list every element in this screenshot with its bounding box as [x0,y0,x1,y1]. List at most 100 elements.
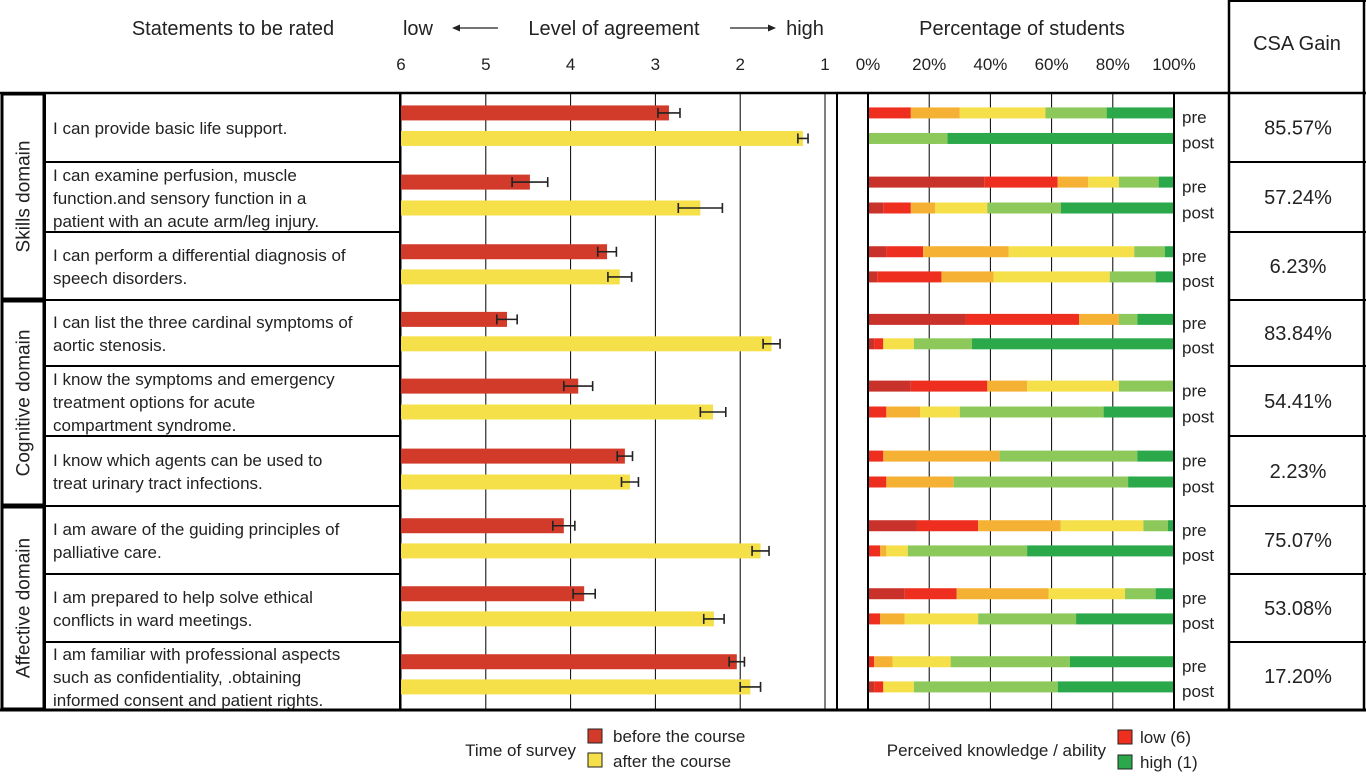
stack-post-2-level-5 [883,202,911,214]
bar-after-3 [401,269,620,285]
tick-right-60: 60% [1035,55,1069,74]
csa-gain-8: 53.08% [1264,598,1332,620]
stack-pre-2-level-4 [1057,176,1089,188]
csa-gain-6: 2.23% [1270,461,1327,483]
stack-post-6-level-2 [953,476,1129,488]
domain-label-1: Skills domain [14,141,35,253]
stack-pre-2-level-2 [1118,176,1159,188]
stack-post-4-level-6 [868,338,875,350]
bar-after-7 [401,543,761,559]
stack-post-6-level-4 [886,476,954,488]
bar-before-8 [401,586,585,602]
stack-pre-7-level-6 [868,520,917,532]
post-label-9: post [1182,682,1214,701]
tick-right-0: 0% [856,55,881,74]
tick-left-4: 4 [566,55,575,74]
bar-after-8 [401,611,714,627]
stack-pre-8-level-6 [868,588,905,600]
stack-pre-9-level-5 [868,656,875,668]
stack-post-5-level-4 [886,406,921,418]
stack-pre-6-level-1 [1137,450,1174,462]
header-percentage-of-students: Percentage of students [919,18,1125,40]
bar-after-6 [401,474,630,490]
stack-pre-5-level-6 [868,380,911,392]
stack-pre-9-level-2 [950,656,1070,668]
stack-pre-8-level-1 [1155,588,1174,600]
statement-line: informed consent and patient rights. [53,690,324,710]
statement-4: I can list the three cardinal symptoms o… [53,311,398,357]
stack-pre-1-level-2 [1045,107,1107,119]
stack-post-3-level-4 [941,271,994,283]
legend-high-label: high (1) [1140,753,1198,772]
legend-low-label: low (6) [1140,728,1191,747]
stack-post-6-level-5 [868,476,887,488]
tick-right-20: 20% [912,55,946,74]
stack-post-2-level-4 [910,202,936,214]
stack-post-9-level-6 [868,681,875,693]
stack-pre-8-level-4 [956,588,1049,600]
stack-pre-7-level-1 [1167,520,1174,532]
header-low: low [403,18,434,40]
post-label-4: post [1182,339,1214,358]
post-label-8: post [1182,614,1214,633]
stack-post-3-level-3 [993,271,1110,283]
tick-left-2: 2 [735,55,744,74]
stack-post-3-level-2 [1109,271,1156,283]
tick-left-6: 6 [396,55,405,74]
bar-after-9 [401,679,751,695]
stack-pre-3-level-2 [1134,246,1165,258]
header-level-of-agreement: Level of agreement [528,18,700,40]
csa-gain-5: 54.41% [1264,391,1332,413]
stack-post-2-level-2 [987,202,1061,214]
bar-before-2 [401,174,530,190]
legend-perceived-title: Perceived knowledge / ability [887,741,1107,760]
stack-pre-5-level-5 [910,380,988,392]
post-label-6: post [1182,477,1214,496]
stack-post-8-level-4 [880,613,905,625]
stack-pre-4-level-1 [1137,313,1174,325]
stack-pre-7-level-4 [978,520,1061,532]
arrow-left-head [452,24,460,32]
stack-post-4-level-3 [883,338,914,350]
arrow-right-head [768,24,776,32]
stack-post-6-level-1 [1128,476,1174,488]
header-high: high [786,18,824,40]
stack-post-7-level-3 [886,545,908,557]
post-label-1: post [1182,134,1214,153]
stack-pre-1-level-1 [1106,107,1174,119]
stack-pre-1-level-5 [868,107,911,119]
legend-after-swatch [587,752,603,768]
stack-pre-3-level-1 [1164,246,1174,258]
tick-left-3: 3 [651,55,660,74]
statement-line: function.and sensory function in a [53,188,307,208]
bar-after-1 [401,130,803,146]
pre-label-6: pre [1182,452,1207,471]
stack-pre-7-level-5 [916,520,979,532]
stack-post-9-level-3 [883,681,914,693]
stack-pre-4-level-6 [868,313,966,325]
pre-label-2: pre [1182,178,1207,197]
legend-time-title: Time of survey [465,741,576,760]
stack-post-5-level-3 [920,406,960,418]
pre-label-3: pre [1182,247,1207,266]
legend-low-swatch [1117,729,1133,745]
csa-gain-4: 83.84% [1264,323,1332,345]
stack-pre-1-level-4 [910,107,960,119]
stack-post-4-level-1 [972,338,1174,350]
csa-gain-2: 57.24% [1264,187,1332,209]
statement-8: I am prepared to help solve ethical confl… [53,586,398,632]
stack-post-2-level-6 [868,202,884,214]
bar-before-6 [401,448,625,464]
pre-label-1: pre [1182,108,1207,127]
stack-pre-4-level-4 [1079,313,1119,325]
statement-line: patient with an acute arm/leg injury. [53,211,320,231]
stack-post-8-level-3 [904,613,979,625]
stack-pre-1-level-3 [959,107,1046,119]
stack-post-5-level-1 [1103,406,1174,418]
post-label-2: post [1182,203,1214,222]
legend-high-swatch [1117,754,1133,770]
pre-label-7: pre [1182,521,1207,540]
stack-pre-5-level-4 [987,380,1028,392]
pre-label-4: pre [1182,314,1207,333]
